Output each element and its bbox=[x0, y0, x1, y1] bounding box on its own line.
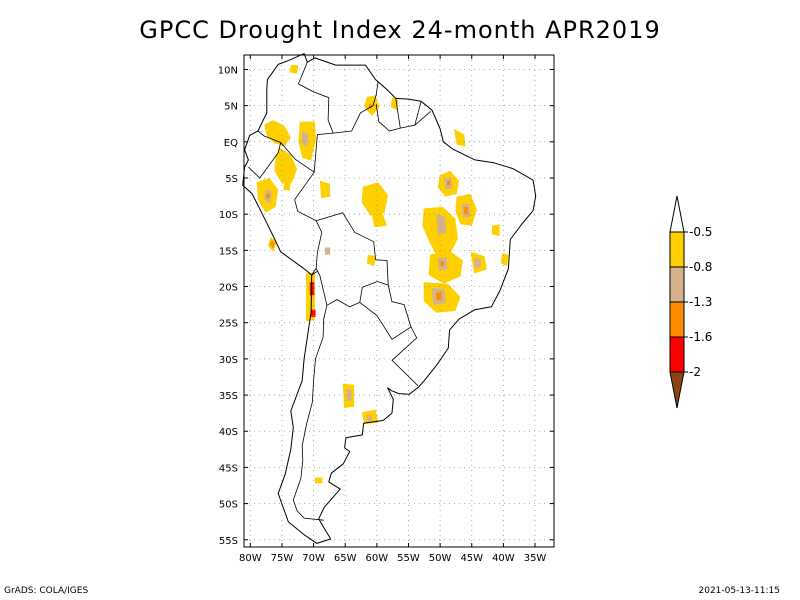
drought-region-mild bbox=[283, 182, 291, 191]
map-frame bbox=[243, 54, 555, 548]
drought-region-mild bbox=[370, 208, 387, 228]
coastline-layer bbox=[242, 53, 537, 544]
legend-box-moderate bbox=[669, 266, 685, 303]
drought-region-severe bbox=[440, 261, 444, 267]
lat-tick-label: 5S bbox=[225, 174, 238, 185]
drought-region-moderate bbox=[436, 214, 447, 235]
lon-tick-label: 70W bbox=[302, 553, 325, 564]
country-border bbox=[311, 270, 318, 276]
lat-tick-label: 10S bbox=[219, 210, 238, 221]
footer-timestamp: 2021-05-13-11:15 bbox=[698, 586, 781, 596]
country-border bbox=[400, 101, 422, 129]
lat-tick-label: 30S bbox=[219, 355, 238, 366]
lon-tick-label: 75W bbox=[271, 553, 294, 564]
lat-tick-label: 35S bbox=[219, 391, 238, 402]
drought-region-severe bbox=[436, 292, 442, 300]
drought-region-extreme bbox=[309, 282, 315, 296]
drought-region-mild bbox=[492, 224, 500, 236]
drought-region-moderate bbox=[366, 415, 372, 422]
lon-tick-label: 65W bbox=[334, 553, 357, 564]
lat-tick-label: 5N bbox=[224, 102, 238, 113]
lon-tick-label: 35W bbox=[524, 553, 547, 564]
country-border bbox=[257, 130, 334, 173]
lon-tick-label: 55W bbox=[397, 553, 420, 564]
legend-arrow-top bbox=[669, 195, 685, 233]
legend-colorbar bbox=[669, 195, 685, 409]
lat-tick-label: 50S bbox=[219, 500, 238, 511]
drought-region-moderate bbox=[474, 257, 481, 268]
lat-tick-label: 40S bbox=[219, 427, 238, 438]
gridline-layer bbox=[244, 55, 554, 547]
legend-label: -1.3 bbox=[689, 295, 712, 309]
lon-tick-label: 80W bbox=[239, 553, 262, 564]
legend-label-layer: -0.5 -0.8 -1.3 -1.6 -2 bbox=[684, 225, 712, 379]
country-border bbox=[294, 171, 323, 276]
drought-region-mild bbox=[361, 182, 389, 216]
lat-tick-label: 20S bbox=[219, 283, 238, 294]
legend-label: -1.6 bbox=[689, 330, 712, 344]
drought-region-mild bbox=[314, 477, 323, 484]
drought-region-layer bbox=[256, 65, 509, 484]
drought-region-mild bbox=[500, 253, 509, 267]
axis-tick-layer: 10N 5N EQ 5S 10S 15S 20S 25S 30S 35S 40S 45S 50S 55S8… bbox=[218, 55, 554, 564]
lat-tick-label: 15S bbox=[219, 246, 238, 257]
drought-region-extreme bbox=[311, 309, 316, 317]
lat-tick-label: 55S bbox=[219, 536, 238, 547]
country-border bbox=[248, 142, 282, 179]
country-border bbox=[414, 111, 431, 126]
country-border bbox=[375, 98, 401, 132]
legend-label: -0.8 bbox=[689, 260, 712, 274]
country-border bbox=[297, 62, 334, 134]
coastline bbox=[242, 53, 537, 544]
footer-credit: GrADS: COLA/IGES bbox=[4, 586, 89, 596]
lon-tick-label: 60W bbox=[366, 553, 389, 564]
legend-box-severe bbox=[669, 301, 685, 338]
drought-region-severe bbox=[464, 206, 468, 215]
country-border bbox=[292, 305, 328, 521]
legend-box-extreme bbox=[669, 336, 685, 373]
lon-tick-label: 50W bbox=[429, 553, 452, 564]
drought-region-mild bbox=[264, 120, 291, 147]
lat-tick-label: 25S bbox=[219, 319, 238, 330]
legend-arrow-bottom bbox=[669, 371, 685, 409]
drought-region-severe bbox=[447, 180, 451, 186]
drought-region-moderate bbox=[325, 247, 330, 255]
drought-region-severe bbox=[269, 240, 275, 249]
drought-region-mild bbox=[274, 147, 298, 184]
lat-tick-label: EQ bbox=[224, 138, 238, 149]
legend-box-mild bbox=[669, 231, 685, 268]
lon-tick-label: 40W bbox=[492, 553, 515, 564]
map-title: GPCC Drought Index 24-month APR2019 bbox=[139, 16, 661, 44]
country-border bbox=[333, 81, 379, 134]
legend-label: -2 bbox=[689, 365, 701, 379]
drought-region-mild bbox=[319, 180, 330, 199]
lon-tick-label: 45W bbox=[460, 553, 483, 564]
drought-region-moderate bbox=[301, 130, 309, 148]
lat-tick-label: 45S bbox=[219, 463, 238, 474]
country-border bbox=[359, 285, 412, 340]
legend-label: -0.5 bbox=[689, 225, 712, 239]
country-border bbox=[315, 212, 389, 308]
country-border bbox=[391, 326, 419, 386]
lat-tick-label: 10N bbox=[218, 65, 238, 76]
drought-region-mild bbox=[366, 254, 376, 267]
drought-region-mild bbox=[390, 97, 399, 110]
drought-region-severe bbox=[266, 193, 270, 199]
drought-region-mild bbox=[454, 128, 466, 147]
